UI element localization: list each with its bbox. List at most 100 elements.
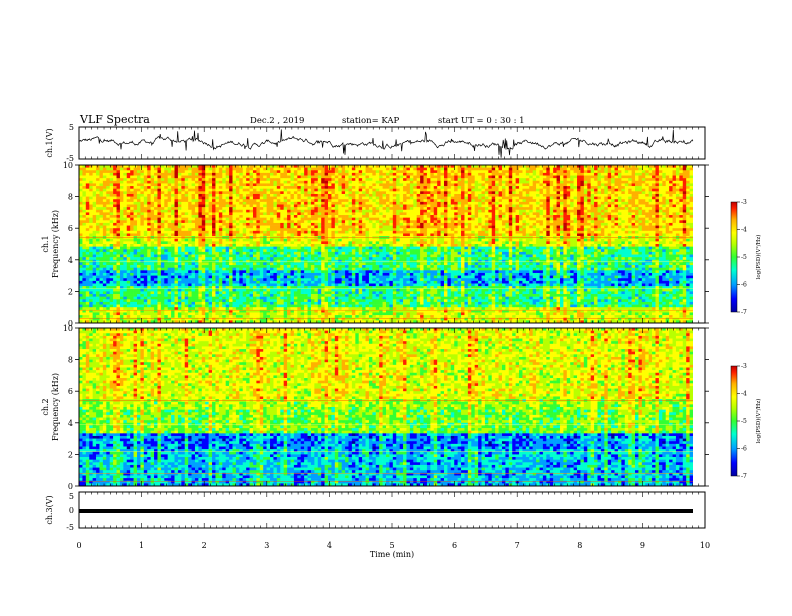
spectrogram-cell <box>525 165 530 168</box>
spectrogram-cell <box>256 217 261 221</box>
spectrogram-cell <box>351 183 356 187</box>
spectrogram-cell <box>416 225 421 229</box>
spectrogram-cell <box>157 193 162 197</box>
spectrogram-cell <box>396 188 400 192</box>
spectrogram-cell <box>389 180 394 184</box>
spectrogram-cell <box>283 191 288 195</box>
spectrogram-cell <box>648 167 653 171</box>
spectrogram-cell <box>409 172 414 176</box>
spectrogram-cell <box>624 186 629 189</box>
spectrogram-cell <box>491 204 496 208</box>
spectrogram-cell <box>119 178 124 182</box>
spectrogram-cell <box>130 172 134 176</box>
spectrogram-cell <box>631 191 636 195</box>
spectrogram-cell <box>600 209 605 213</box>
spectrogram-cell <box>635 178 639 182</box>
spectrogram-cell <box>266 230 271 234</box>
spectrogram-cell <box>577 204 581 208</box>
spectrogram-cell <box>276 225 281 229</box>
spectrogram-cell <box>464 207 469 211</box>
spectrogram-cell <box>167 212 172 216</box>
spectrogram-cell <box>604 207 609 211</box>
spectrogram-cell <box>372 170 377 174</box>
spectrogram-cell <box>184 167 189 171</box>
spectrogram-cell <box>611 167 615 171</box>
spectrogram-cell <box>140 183 145 187</box>
spectrogram-cell <box>252 225 257 229</box>
spectrogram-cell <box>126 186 131 189</box>
spectrogram-cell <box>157 188 162 192</box>
spectrogram-cell <box>539 201 544 205</box>
spectrogram-cell <box>276 183 281 187</box>
spectrogram-cell <box>515 225 520 229</box>
spectrogram-cell <box>92 188 97 192</box>
spectrogram-cell <box>321 199 325 203</box>
spectrogram-cell <box>508 186 513 189</box>
spectrogram-cell <box>198 225 203 229</box>
spectrogram-cell <box>665 188 670 192</box>
spectrogram-cell <box>662 183 667 187</box>
spectrogram-cell <box>194 175 199 179</box>
spectrogram-cell <box>389 207 394 211</box>
spectrogram-cell <box>270 204 274 208</box>
spectrogram-cell <box>426 204 431 208</box>
spectrogram-cell <box>171 191 175 195</box>
spectrogram-cell <box>635 183 639 187</box>
spectrogram-cell <box>471 196 475 200</box>
spectrogram-cell <box>205 175 209 179</box>
spectrogram-cell <box>635 230 639 234</box>
spectrogram-cell <box>467 220 472 224</box>
spectrogram-cell <box>136 180 141 184</box>
spectrogram-cell <box>79 215 83 218</box>
spectrogram-cell <box>498 167 503 171</box>
spectrogram-cell <box>580 217 585 221</box>
spectrogram-cell <box>89 188 93 192</box>
spectrogram-cell <box>508 220 513 224</box>
spectrogram-cell <box>556 193 561 197</box>
spectrogram-cell <box>665 212 670 216</box>
spectrogram-cell <box>689 212 694 216</box>
spectrogram-cell <box>559 204 564 208</box>
spectrogram-cell <box>375 201 380 205</box>
spectrogram-cell <box>194 204 199 208</box>
spectrogram-cell <box>266 188 271 192</box>
spectrogram-cell <box>372 225 377 229</box>
spectrogram-cell <box>498 178 503 182</box>
spectrogram-cell <box>553 186 557 189</box>
spectrogram-cell <box>423 199 428 203</box>
spectrogram-cell <box>290 172 295 176</box>
spectrogram-cell <box>597 172 602 176</box>
spectrogram-cell <box>672 212 677 216</box>
spectrogram-cell <box>600 170 605 174</box>
spectrogram-cell <box>536 215 540 218</box>
spectrogram-cell <box>280 199 284 203</box>
spectrogram-cell <box>143 193 148 197</box>
spectrogram-cell <box>386 228 390 232</box>
spectrogram-cell <box>341 212 346 216</box>
spectrogram-cell <box>324 220 329 224</box>
spectrogram-cell <box>140 167 145 171</box>
spectrogram-cell <box>232 201 237 205</box>
spectrogram-cell <box>583 209 588 213</box>
spectrogram-cell <box>280 207 284 211</box>
spectrogram-cell <box>652 183 656 187</box>
spectrogram-cell <box>246 228 250 232</box>
spectrogram-cell <box>334 167 339 171</box>
spectrogram-cell <box>464 186 469 189</box>
spectrogram-cell <box>287 199 291 203</box>
spectrogram-cell <box>392 172 397 176</box>
spectrogram-cell <box>130 175 134 179</box>
spectrogram-cell <box>638 178 643 182</box>
spectrogram-cell <box>160 233 165 237</box>
spectrogram-cell <box>638 201 643 205</box>
spectrogram-cell <box>147 188 151 192</box>
spectrogram-cell <box>331 217 336 221</box>
spectrogram-cell <box>123 186 128 189</box>
spectrogram-cell <box>150 167 155 171</box>
spectrogram-cell <box>136 209 141 213</box>
spectrogram-cell <box>324 212 329 216</box>
spectrogram-cell <box>464 172 469 176</box>
spectrogram-cell <box>536 220 540 224</box>
spectrogram-cell <box>297 180 302 184</box>
spectrogram-cell <box>672 215 677 218</box>
